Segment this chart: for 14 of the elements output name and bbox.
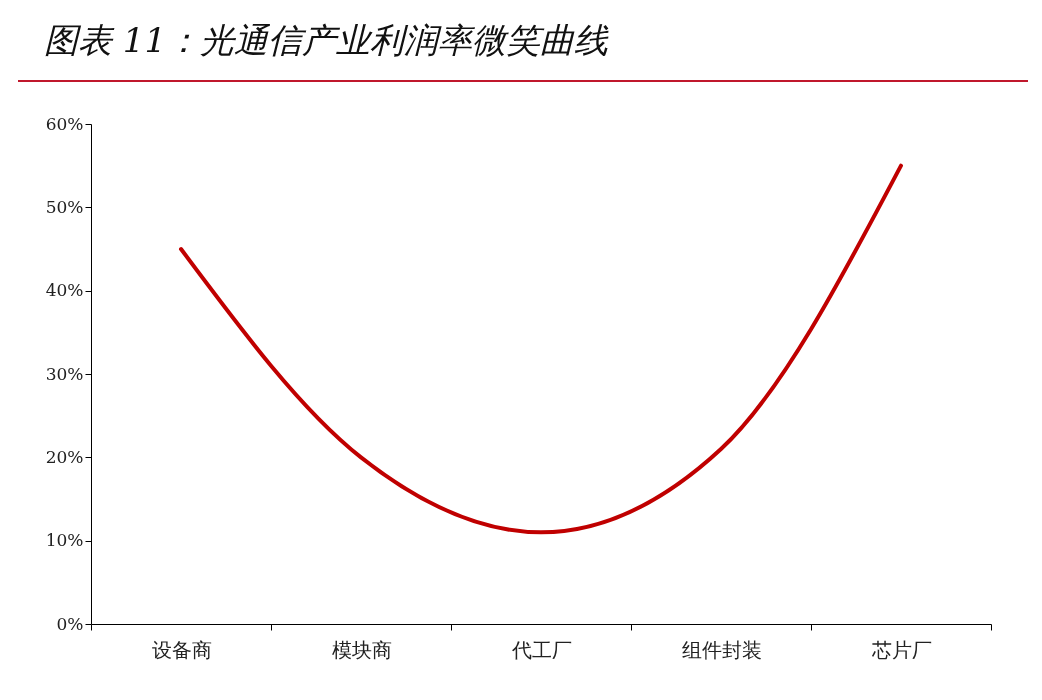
y-tick-label: 20% <box>45 446 84 467</box>
y-tick-label: 50% <box>45 196 84 217</box>
y-tick-label: 10% <box>45 530 84 551</box>
y-tick-label: 30% <box>45 363 84 384</box>
y-tick-label: 40% <box>45 280 84 301</box>
line-series <box>179 163 903 535</box>
x-tick-label: 设备商 <box>151 637 212 662</box>
x-tick-label: 代工厂 <box>510 637 572 662</box>
x-tick-label: 组件封装 <box>681 637 762 662</box>
x-tick-label: 芯片厂 <box>870 637 932 662</box>
y-tick-label: 0% <box>56 613 84 634</box>
y-tick-label: 60% <box>45 113 84 134</box>
x-tick-label: 模块商 <box>331 637 392 662</box>
chart-title: 图表 11：光通信产业利润率微笑曲线 <box>44 19 609 62</box>
